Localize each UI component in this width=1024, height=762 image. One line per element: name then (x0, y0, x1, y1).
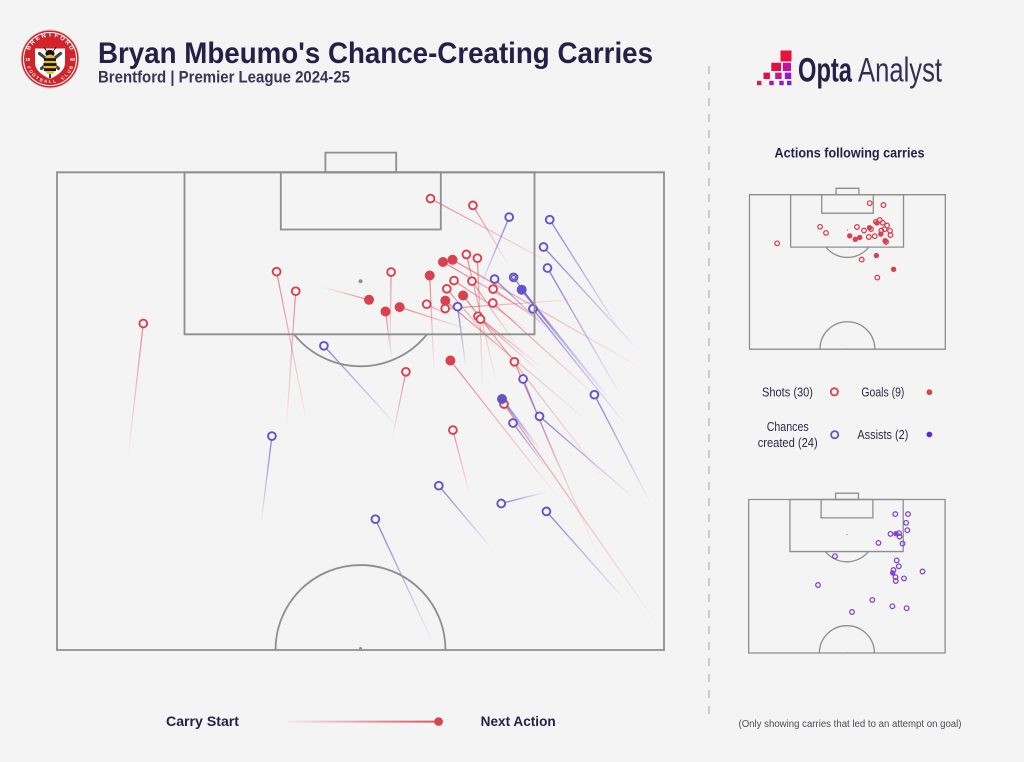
svg-text:R: R (63, 39, 71, 47)
svg-text:L: L (63, 72, 69, 78)
svg-text:L: L (49, 79, 52, 84)
svg-text:T: T (48, 33, 52, 39)
svg-text:Goals (9): Goals (9) (861, 385, 904, 400)
svg-text:D: D (67, 45, 75, 52)
svg-text:Brentford | Premier League 202: Brentford | Premier League 2024-25 (98, 68, 350, 87)
svg-text:created (24): created (24) (758, 435, 818, 450)
svg-text:Chances: Chances (767, 419, 809, 434)
svg-text:Analyst: Analyst (858, 52, 942, 90)
svg-text:Carry Start: Carry Start (166, 714, 240, 729)
svg-text:Shots (30): Shots (30) (762, 385, 813, 400)
svg-text:N: N (41, 33, 47, 40)
svg-text:F: F (26, 65, 32, 70)
svg-text:89: 89 (70, 57, 75, 62)
svg-text:L: L (53, 78, 57, 83)
svg-text:E: E (35, 35, 42, 42)
svg-text:B: B (39, 77, 44, 83)
svg-text:R: R (29, 39, 37, 47)
svg-text:(Only showing carries that led: (Only showing carries that led to an att… (739, 719, 962, 730)
svg-text:T: T (35, 75, 40, 81)
svg-text:Bryan Mbeumo's Chance-Creating: Bryan Mbeumo's Chance-Creating Carries (98, 37, 653, 70)
svg-text:Actions following carries: Actions following carries (775, 145, 925, 161)
svg-text:B: B (26, 44, 34, 51)
svg-text:Assists (2): Assists (2) (857, 427, 908, 442)
svg-text:O: O (28, 69, 34, 75)
svg-text:O: O (31, 72, 37, 78)
svg-text:C: C (60, 74, 66, 80)
svg-text:Opta: Opta (798, 52, 853, 90)
svg-text:Next Action: Next Action (481, 714, 556, 729)
svg-text:A: A (43, 78, 48, 84)
svg-text:F: F (54, 33, 59, 40)
svg-text:18: 18 (25, 57, 30, 62)
svg-text:O: O (58, 35, 65, 43)
svg-text:B: B (68, 65, 74, 70)
svg-text:U: U (66, 69, 72, 74)
